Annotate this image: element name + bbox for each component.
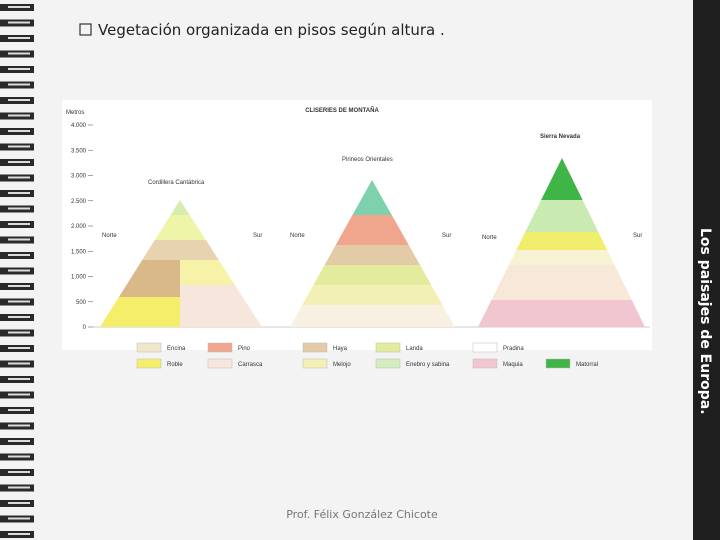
legend-label: Melojo xyxy=(333,362,351,368)
spiral-ring xyxy=(8,37,30,39)
side-bar xyxy=(693,0,720,540)
axis-label: Metros xyxy=(66,110,84,116)
spiral-ring xyxy=(8,130,30,132)
axis: 4.000 3.500 3.000 2.500 2.000 1.500 1.000 500 0 xyxy=(71,123,93,331)
spiral-ring xyxy=(8,347,30,349)
footer: Prof. Félix González Chicote xyxy=(286,508,438,521)
spiral-ring xyxy=(8,114,30,117)
mountain-name: Pirineos Orientales xyxy=(342,157,393,163)
legend-swatch xyxy=(207,358,233,369)
mountain-name: Cordillera Cantábrica xyxy=(148,180,205,186)
legend-swatch xyxy=(136,358,162,369)
axis-tick-label: 3.000 xyxy=(71,174,87,180)
axis-tick-label: 1.000 xyxy=(71,275,87,281)
legend-label: Encina xyxy=(167,346,186,352)
legend-label: Pradina xyxy=(503,346,524,352)
spiral-ring xyxy=(8,378,30,380)
legend-swatch xyxy=(302,342,328,353)
south-label: Sur xyxy=(633,233,642,239)
mountain-name: Sierra Nevada xyxy=(540,134,581,140)
spiral-ring xyxy=(8,486,30,489)
legend-label: Landa xyxy=(406,346,423,352)
axis-tick-label: 3.500 xyxy=(71,148,87,154)
north-label: Norte xyxy=(482,235,497,241)
spiral-ring xyxy=(8,440,30,442)
spiral-ring xyxy=(8,99,30,101)
legend-label: Carrasca xyxy=(238,362,263,368)
spiral-ring xyxy=(8,223,30,225)
legend-label: Haya xyxy=(333,346,348,352)
spiral-ring xyxy=(8,207,30,210)
spiral-ring xyxy=(8,145,30,148)
spiral-binding xyxy=(0,4,34,538)
legend-swatch xyxy=(545,358,571,369)
legend-swatch xyxy=(302,358,328,369)
spiral-ring xyxy=(8,471,30,473)
slide-title: Vegetación organizada en pisos según alt… xyxy=(98,21,445,39)
north-label: Norte xyxy=(102,233,117,239)
spiral-ring xyxy=(8,285,30,287)
spiral-ring xyxy=(8,424,30,427)
spiral-ring xyxy=(8,254,30,256)
axis-tick-label: 2.500 xyxy=(71,199,87,205)
spiral-ring xyxy=(8,83,30,86)
side-title: Los paisajes de Europa. xyxy=(697,228,713,415)
spiral-ring xyxy=(8,331,30,334)
checkbox-icon xyxy=(79,23,92,36)
legend-swatch xyxy=(136,342,162,353)
legend-swatch xyxy=(375,342,401,353)
legend-label: Matorral xyxy=(576,362,598,368)
legend-label: Roble xyxy=(167,362,183,368)
legend-swatch xyxy=(472,342,498,353)
spiral-ring xyxy=(8,52,30,55)
legend: Encina Roble Pino Carrasca Haya Melojo Landa En… xyxy=(136,342,598,369)
spiral-ring xyxy=(8,192,30,194)
spiral-ring xyxy=(8,502,30,504)
spiral-ring xyxy=(8,362,30,365)
axis-tick-label: 0 xyxy=(83,325,87,331)
axis-tick-label: 500 xyxy=(76,300,87,306)
legend-swatch xyxy=(207,342,233,353)
spiral-ring xyxy=(8,269,30,272)
spiral-ring xyxy=(8,6,30,8)
spiral-ring xyxy=(8,316,30,318)
spiral-ring xyxy=(8,68,30,70)
spiral-ring xyxy=(8,238,30,241)
spiral-ring xyxy=(8,21,30,24)
spiral-ring xyxy=(8,517,30,520)
spiral-ring xyxy=(8,393,30,396)
axis-tick-label: 4.000 xyxy=(71,123,87,129)
south-label: Sur xyxy=(442,233,451,239)
legend-label: Maquia xyxy=(503,362,523,368)
spiral-ring xyxy=(8,455,30,458)
spiral-ring xyxy=(8,409,30,411)
south-label: Sur xyxy=(253,233,262,239)
legend-swatch xyxy=(472,358,498,369)
diagram-title: CLISERIES DE MONTAÑA xyxy=(305,107,379,114)
legend-swatch xyxy=(375,358,401,369)
north-label: Norte xyxy=(290,233,305,239)
legend-label: Enebro y sabina xyxy=(406,362,450,368)
spiral-ring xyxy=(8,300,30,303)
axis-tick-label: 1.500 xyxy=(71,249,87,255)
axis-tick-label: 2.000 xyxy=(71,224,87,230)
spiral-ring xyxy=(8,533,30,535)
legend-label: Pino xyxy=(238,346,251,352)
spiral-ring xyxy=(8,161,30,163)
spiral-ring xyxy=(8,176,30,179)
diagram: CLISERIES DE MONTAÑA Metros 4.000 3.500 3.… xyxy=(62,100,652,369)
